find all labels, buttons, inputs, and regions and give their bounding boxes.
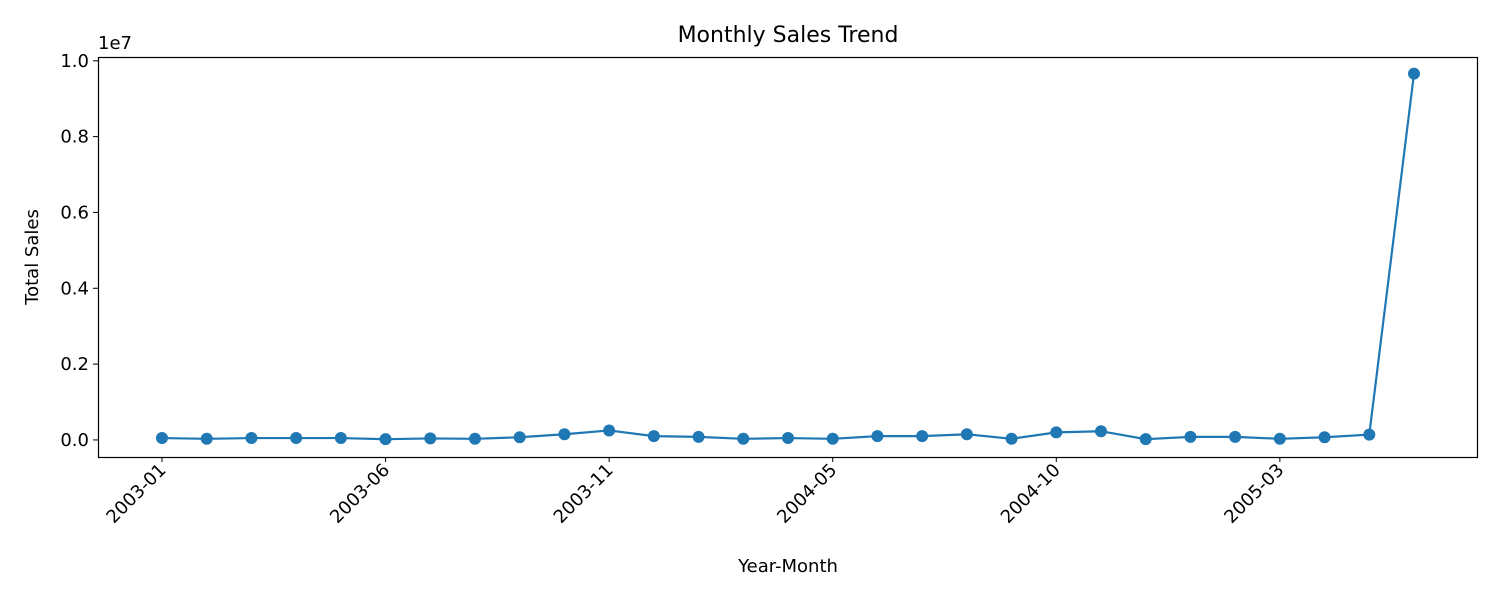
x-tick-label: 2005-03: [1220, 460, 1288, 528]
y-axis-label: Total Sales: [22, 209, 43, 306]
y-tick-label: 0.0: [60, 430, 89, 451]
data-point: [290, 432, 303, 445]
data-point: [1408, 67, 1420, 80]
data-point: [1095, 425, 1107, 438]
y-tick-label: 0.8: [60, 127, 89, 148]
x-axis-label: Year-Month: [737, 556, 838, 577]
data-point: [1005, 432, 1018, 445]
data-point: [334, 432, 347, 445]
data-point: [1318, 431, 1331, 444]
data-point: [603, 424, 616, 437]
data-point: [916, 430, 929, 443]
data-point: [1229, 430, 1242, 443]
chart-title: Monthly Sales Trend: [678, 23, 899, 48]
data-point: [1363, 428, 1376, 441]
y-offset-label: 1e7: [98, 33, 132, 54]
data-point: [647, 430, 660, 443]
x-tick-label: 2004-10: [997, 460, 1065, 528]
data-point: [1273, 432, 1286, 445]
x-tick-label: 2003-11: [550, 460, 618, 528]
x-tick-label: 2003-06: [326, 460, 394, 528]
data-point: [245, 432, 258, 445]
y-tick-label: 0.2: [60, 354, 89, 375]
data-point: [469, 432, 481, 445]
data-point: [871, 430, 884, 443]
series-line: [161, 73, 1416, 441]
data-point: [558, 428, 571, 441]
data-point: [960, 428, 973, 441]
y-tick-label: 0.4: [60, 278, 89, 299]
data-point: [782, 432, 794, 445]
data-point: [424, 432, 437, 445]
data-point: [156, 432, 168, 445]
data-point: [692, 430, 705, 443]
x-tick-label: 2003-01: [102, 460, 170, 528]
data-point: [1184, 430, 1197, 443]
data-point: [200, 432, 213, 445]
data-point: [1139, 433, 1152, 446]
y-tick-label: 1.0: [60, 51, 89, 72]
data-point: [513, 431, 526, 444]
y-tick-label: 0.6: [60, 202, 89, 223]
data-point: [1050, 426, 1063, 439]
data-point: [737, 432, 750, 445]
plot-frame: [97, 56, 1479, 459]
data-point: [379, 433, 392, 446]
data-point: [826, 432, 839, 445]
x-tick-label: 2004-05: [773, 460, 841, 528]
